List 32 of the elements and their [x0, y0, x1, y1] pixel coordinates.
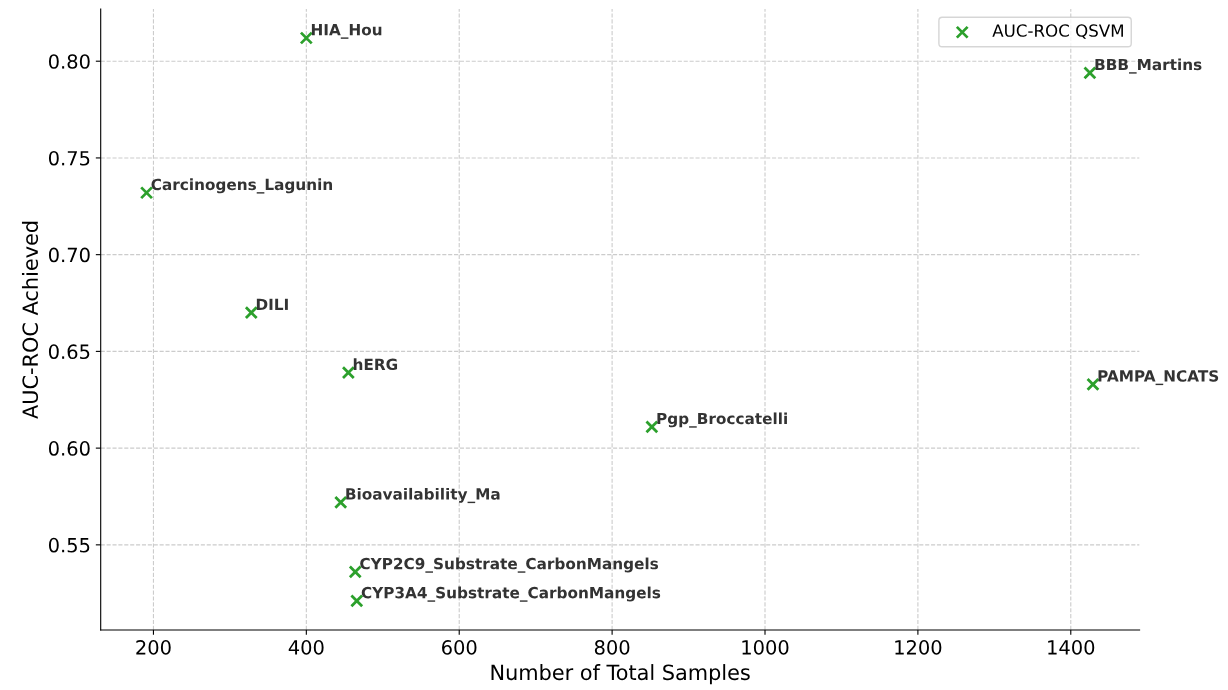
x-tick-label: 1200: [895, 640, 942, 655]
x-tick-label: 1400: [1048, 640, 1095, 655]
annotation: hERG: [353, 358, 398, 371]
y-tick-label: 0.80: [48, 54, 90, 69]
x-tick-label: 400: [288, 640, 324, 655]
y-tick-label: 0.65: [48, 344, 90, 360]
x-tick-label: 600: [442, 640, 477, 655]
annotation: PAMPA_NCATS: [1098, 370, 1219, 386]
point: [333, 495, 348, 510]
point: [1086, 377, 1100, 392]
annotation: DILI: [256, 298, 288, 310]
y-tick-label: 0.60: [48, 441, 90, 456]
point: [645, 420, 659, 434]
annotation: BBB_Martins: [1095, 58, 1202, 74]
annotation: CYP2C9_Substrate_CarbonMangels: [360, 557, 659, 573]
point: [244, 305, 259, 320]
x-tick-label: 1000: [742, 640, 789, 655]
annotation: CYP3A4_Substrate_CarbonMangels: [361, 586, 661, 602]
y-axis-title: AUC-ROC Achieved: [21, 221, 39, 419]
y-tick-label: 0.70: [48, 247, 90, 263]
x-axis-title: Number of Total Samples: [491, 664, 750, 685]
point: [1083, 66, 1097, 80]
y-tick-label: 0.75: [48, 150, 90, 166]
annotation: Bioavailability_Ma: [346, 487, 500, 504]
annotation: HIA_Hou: [311, 24, 382, 39]
annotation: Carcinogens_Lagunin: [151, 178, 333, 194]
x-tick-label: 200: [136, 640, 171, 655]
x-tick-label: 800: [594, 640, 630, 655]
point: [299, 31, 314, 45]
annotation: Pgp_Broccatelli: [657, 412, 787, 428]
legend-label: AUC-ROC QSVM: [992, 24, 1123, 39]
y-tick-label: 0.55: [48, 537, 90, 553]
